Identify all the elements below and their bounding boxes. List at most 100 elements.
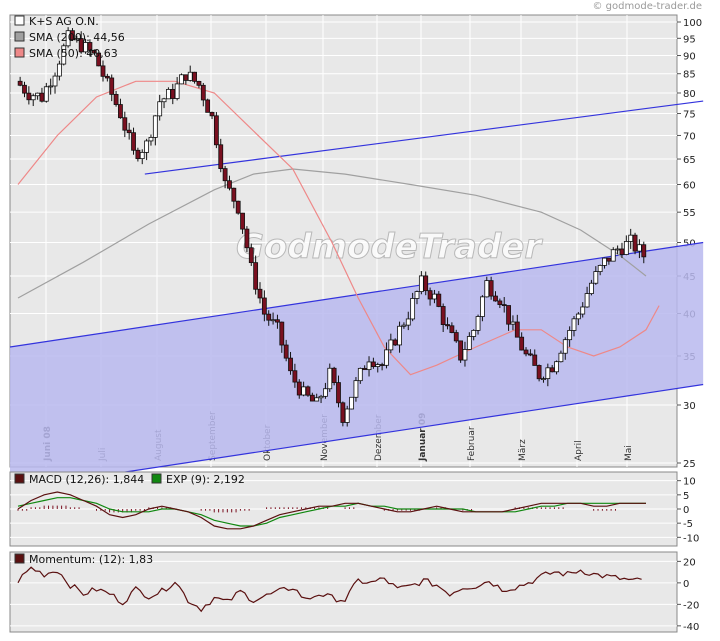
candle-body xyxy=(261,297,267,315)
price-tick-label: 55 xyxy=(683,208,696,219)
legend-label: K+S AG O.N. xyxy=(29,15,99,28)
candle-body xyxy=(370,361,376,367)
candle-body xyxy=(471,329,477,337)
candle-body xyxy=(410,298,416,320)
candle-body xyxy=(118,104,123,119)
candle-body xyxy=(144,140,150,153)
legend-label: SMA (200): 44,56 xyxy=(29,31,125,44)
candle-body xyxy=(418,275,424,292)
candle-body xyxy=(301,386,307,396)
candle-body xyxy=(567,330,573,341)
candle-body xyxy=(327,367,333,390)
candle-body xyxy=(17,80,23,86)
candle-body xyxy=(196,80,202,86)
candle-body xyxy=(218,144,224,169)
candle-body xyxy=(170,89,176,99)
candle-body xyxy=(379,364,385,366)
candle-body xyxy=(558,352,564,363)
candle-body xyxy=(427,290,433,300)
candle-body xyxy=(449,325,455,333)
price-tick-label: 30 xyxy=(683,401,696,412)
candle-body xyxy=(131,132,136,151)
candle-body xyxy=(445,324,450,327)
candle-body xyxy=(187,71,193,81)
candle-body xyxy=(30,95,36,101)
candle-body xyxy=(91,49,97,54)
candle-body xyxy=(623,241,629,255)
candle-body xyxy=(253,262,259,290)
candle-body xyxy=(139,151,145,160)
month-label: Dezember xyxy=(374,414,384,461)
candle-body xyxy=(580,306,586,315)
candle-body xyxy=(462,349,468,361)
candle-body xyxy=(35,92,40,97)
candle-body xyxy=(200,84,206,101)
candle-body xyxy=(466,336,472,350)
candle-body xyxy=(205,99,211,113)
candle-body xyxy=(109,77,115,95)
macd-tick-label: 10 xyxy=(683,477,696,488)
momentum-tick-label: -20 xyxy=(683,600,699,611)
credit-text: © godmode-trader.de xyxy=(592,1,703,12)
candle-body xyxy=(497,300,503,305)
macd-tick-label: 0 xyxy=(683,505,689,516)
candle-body xyxy=(527,353,533,356)
momentum-line xyxy=(17,566,642,613)
candle-body xyxy=(432,293,437,300)
candle-body xyxy=(283,344,289,359)
candle-body xyxy=(113,93,119,105)
candle-body xyxy=(52,75,58,87)
candle-body xyxy=(571,318,577,331)
candle-body xyxy=(362,367,368,371)
candle-body xyxy=(436,293,442,307)
candle-body xyxy=(514,321,520,338)
candle-body xyxy=(231,187,237,202)
candle-body xyxy=(157,101,163,117)
candle-body xyxy=(484,280,490,298)
candle-body xyxy=(519,336,525,351)
candle-body xyxy=(309,394,315,402)
price-panel: 253035404550556065707580859095100Juni 08… xyxy=(9,14,704,491)
month-label: Januar 09 xyxy=(418,413,428,462)
price-tick-label: 85 xyxy=(683,70,696,81)
macd-legend-label: EXP (9): 2,192 xyxy=(166,473,245,486)
candle-body xyxy=(26,92,32,101)
candle-body xyxy=(575,313,581,320)
candle-body xyxy=(22,84,27,94)
candle-body xyxy=(475,316,481,331)
candle-body xyxy=(366,361,372,371)
candle-body xyxy=(183,74,189,81)
price-tick-label: 90 xyxy=(683,52,696,63)
candle-body xyxy=(331,367,337,383)
candle-body xyxy=(602,257,607,266)
candle-body xyxy=(266,313,272,321)
candle-body xyxy=(414,291,420,299)
price-tick-label: 80 xyxy=(683,89,696,100)
candle-body xyxy=(593,271,599,284)
macd-tick-label: -10 xyxy=(683,533,699,544)
candle-body xyxy=(340,402,346,423)
candle-body xyxy=(100,65,106,77)
candle-body xyxy=(357,367,363,382)
candle-body xyxy=(161,98,167,103)
candle-body xyxy=(392,339,398,346)
candle-body xyxy=(248,247,254,264)
month-label: April xyxy=(574,440,584,461)
watermark-text: GodmodeTrader xyxy=(236,227,543,267)
candle-body xyxy=(275,319,280,323)
candle-body xyxy=(458,340,464,361)
candle-body xyxy=(493,295,498,302)
candle-body xyxy=(384,349,389,366)
momentum-tick-label: -40 xyxy=(683,622,699,633)
candle-body xyxy=(104,75,110,79)
candle-body xyxy=(480,296,485,317)
candle-body xyxy=(532,354,538,366)
legend-label: SMA (50): 40,63 xyxy=(29,47,118,60)
candle-body xyxy=(318,395,324,399)
candle-body xyxy=(213,115,219,146)
candle-body xyxy=(179,74,184,85)
macd-panel: 10 5 0 -5 -10 MACD (12,26): 1,844 EXP (9): 2,1… xyxy=(9,471,699,547)
candle-body xyxy=(279,321,285,346)
candle-body xyxy=(641,244,647,258)
candle-body xyxy=(615,248,621,251)
